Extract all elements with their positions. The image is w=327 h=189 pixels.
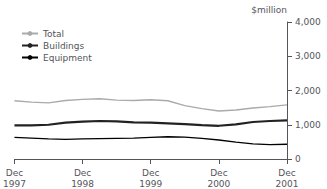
- svg-text:1997: 1997: [3, 179, 26, 189]
- svg-text:0: 0: [295, 154, 301, 164]
- svg-text:2000: 2000: [207, 179, 230, 189]
- svg-text:$million: $million: [251, 5, 287, 15]
- svg-text:Dec: Dec: [6, 168, 23, 178]
- svg-text:Equipment: Equipment: [43, 53, 92, 63]
- svg-text:2001: 2001: [276, 179, 299, 189]
- svg-text:Dec: Dec: [278, 168, 295, 178]
- svg-text:3,000: 3,000: [295, 51, 321, 61]
- svg-text:1,000: 1,000: [295, 120, 321, 130]
- svg-text:Dec: Dec: [142, 168, 159, 178]
- svg-text:2,000: 2,000: [295, 86, 321, 96]
- svg-text:4,000: 4,000: [295, 17, 321, 27]
- svg-text:Buildings: Buildings: [43, 41, 85, 51]
- svg-text:Total: Total: [42, 29, 64, 39]
- svg-text:Dec: Dec: [210, 168, 227, 178]
- svg-text:Dec: Dec: [74, 168, 91, 178]
- svg-text:1999: 1999: [139, 179, 162, 189]
- svg-text:1998: 1998: [71, 179, 94, 189]
